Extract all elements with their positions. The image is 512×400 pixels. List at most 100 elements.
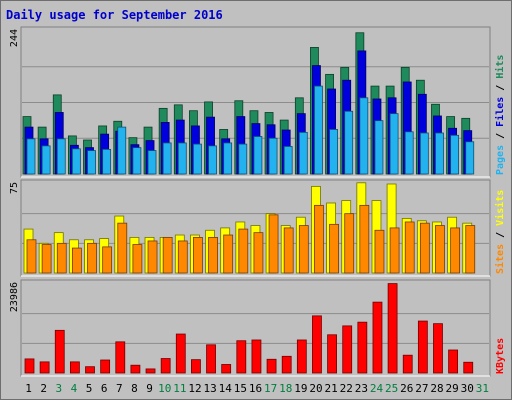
chart-panels: 244 Pages / Files / Hits 75 Sites / Visits 2…	[9, 26, 506, 377]
panel-top: 244 Pages / Files / Hits	[9, 26, 506, 178]
bar-pages-day-20	[314, 85, 323, 175]
bar-kbytes-day-19	[296, 339, 307, 374]
bar-sites-day-3	[56, 242, 67, 274]
bar-pages-day-26	[404, 131, 414, 175]
bar-pages-day-27	[419, 132, 429, 175]
day-label-3: 3	[56, 382, 63, 395]
bar-kbytes-day-2	[39, 361, 50, 374]
bar-kbytes-day-20	[312, 315, 322, 374]
day-label-5: 5	[86, 382, 93, 395]
bar-pages-day-21	[329, 129, 338, 175]
panel-max-label-top: 244	[9, 29, 20, 47]
day-label-27: 27	[415, 382, 428, 395]
bar-pages-day-8	[132, 147, 142, 175]
bar-kbytes-day-25	[387, 283, 398, 374]
day-label-15: 15	[234, 382, 247, 395]
day-label-28: 28	[430, 382, 443, 395]
bar-pages-day-4	[71, 148, 81, 175]
bar-pages-day-12	[193, 143, 202, 175]
bar-pages-day-22	[344, 110, 354, 175]
bar-kbytes-day-8	[130, 364, 141, 374]
bar-kbytes-day-6	[100, 359, 111, 374]
bar-kbytes-day-14	[221, 364, 232, 374]
panel-middle: 75 Sites / Visits	[9, 179, 506, 277]
day-label-10: 10	[158, 382, 171, 395]
day-label-16: 16	[249, 382, 262, 395]
bar-sites-day-14	[223, 234, 234, 274]
bar-pages-day-2	[41, 145, 51, 175]
bar-sites-day-15	[238, 228, 249, 274]
bar-sites-day-28	[435, 225, 445, 274]
bar-sites-day-27	[419, 222, 430, 274]
day-label-13: 13	[203, 382, 216, 395]
bar-pages-day-5	[87, 150, 96, 175]
day-label-19: 19	[294, 382, 307, 395]
day-label-2: 2	[40, 382, 47, 395]
bar-kbytes-day-10	[160, 358, 171, 374]
bar-pages-day-7	[117, 126, 127, 175]
bar-pages-day-10	[162, 142, 172, 175]
bar-pages-day-14	[223, 142, 233, 175]
bar-sites-day-10	[162, 236, 173, 274]
bar-sites-day-25	[389, 227, 400, 274]
bar-sites-day-19	[298, 225, 309, 274]
bar-sites-day-9	[147, 240, 158, 274]
panel-legend-top: Pages / Files / Hits	[494, 55, 506, 175]
bar-sites-day-20	[314, 204, 324, 274]
day-label-29: 29	[446, 382, 459, 395]
legend-item: /	[495, 226, 506, 244]
panel-bottom: 23986 KBytes	[9, 279, 506, 377]
bar-sites-day-1	[26, 239, 37, 274]
bar-pages-day-17	[268, 137, 278, 175]
bar-sites-day-29	[450, 227, 461, 274]
day-label-1: 1	[25, 382, 32, 395]
bar-kbytes-day-27	[417, 320, 428, 374]
bar-pages-day-13	[208, 145, 217, 175]
bar-sites-day-12	[193, 236, 203, 274]
bar-kbytes-day-23	[357, 321, 368, 374]
bar-sites-day-4	[71, 247, 82, 274]
bar-pages-day-24	[374, 120, 384, 175]
series-kbytes	[24, 283, 474, 374]
bar-pages-day-11	[177, 142, 187, 175]
series-pages	[26, 85, 475, 175]
bar-pages-day-3	[56, 138, 66, 175]
bar-kbytes-day-16	[251, 339, 262, 374]
legend-item: /	[495, 79, 506, 97]
bar-pages-day-9	[147, 150, 157, 175]
bar-kbytes-day-28	[433, 323, 443, 374]
bar-sites-day-6	[102, 246, 113, 274]
bar-sites-day-23	[359, 204, 370, 274]
day-label-31: 31	[476, 382, 489, 395]
bar-pages-day-15	[238, 143, 248, 175]
bar-kbytes-day-24	[372, 301, 383, 374]
bar-pages-day-30	[465, 141, 475, 175]
bar-kbytes-day-9	[145, 368, 156, 374]
bar-sites-day-8	[132, 244, 143, 274]
legend-item: KBytes	[495, 338, 506, 374]
bar-kbytes-day-7	[115, 341, 126, 374]
bar-kbytes-day-12	[191, 359, 201, 374]
day-labels: 1 2 3 4 5 6 7 8 9 10 11 12 13 14 15 16 17 18 19 20 21 22 23 24 2…	[25, 382, 489, 395]
bar-sites-day-21	[329, 223, 339, 274]
day-label-11: 11	[173, 382, 186, 395]
bar-pages-day-18	[283, 146, 293, 175]
bar-pages-day-19	[298, 131, 308, 175]
bar-sites-day-26	[404, 221, 415, 274]
bar-pages-day-25	[389, 113, 399, 175]
day-label-12: 12	[188, 382, 201, 395]
bar-kbytes-day-26	[402, 354, 413, 374]
panel-legend-middle: Sites / Visits	[494, 190, 506, 274]
day-label-8: 8	[131, 382, 138, 395]
bar-sites-day-18	[283, 227, 294, 274]
day-label-22: 22	[340, 382, 353, 395]
bar-sites-day-7	[117, 222, 128, 274]
bar-sites-day-30	[465, 225, 476, 274]
legend-item: Pages	[495, 145, 506, 175]
bar-kbytes-day-11	[175, 333, 186, 374]
legend-item: Hits	[494, 55, 506, 79]
day-label-18: 18	[279, 382, 292, 395]
day-label-20: 20	[309, 382, 322, 395]
panel-max-label-bottom: 23986	[9, 282, 20, 312]
